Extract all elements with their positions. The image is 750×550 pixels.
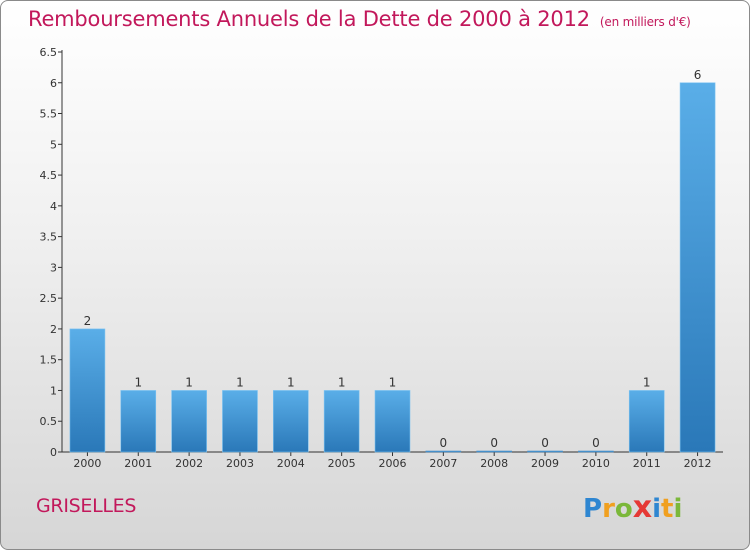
x-tick-label: 2007 bbox=[429, 457, 457, 470]
logo-letter: t bbox=[661, 494, 674, 524]
logo-letter: r bbox=[602, 494, 615, 524]
bar-value-label: 1 bbox=[643, 375, 651, 389]
x-tick-label: 2002 bbox=[175, 457, 203, 470]
chart-title: Remboursements Annuels de la Dette de 20… bbox=[28, 7, 691, 31]
bar-2006 bbox=[374, 390, 411, 453]
logo-letter: x bbox=[632, 490, 653, 525]
y-tick-label: 6.5 bbox=[40, 46, 58, 59]
proxiti-logo: Proxiti bbox=[583, 490, 682, 525]
bar-2011 bbox=[628, 390, 665, 453]
y-tick-label: 5.5 bbox=[40, 108, 58, 121]
bar-2009 bbox=[527, 450, 563, 453]
title-unit: (en milliers d'€) bbox=[599, 15, 691, 29]
x-tick-label: 2012 bbox=[684, 457, 712, 470]
y-tick-label: 5 bbox=[50, 138, 57, 151]
y-tick-label: 2.5 bbox=[40, 292, 58, 305]
bar-value-label: 1 bbox=[389, 375, 397, 389]
y-tick-label: 0.5 bbox=[40, 415, 58, 428]
logo-letter: i bbox=[652, 494, 662, 524]
title-text: Remboursements Annuels de la Dette de 20… bbox=[28, 7, 590, 31]
bar-2007 bbox=[425, 450, 462, 453]
bar-2005 bbox=[323, 390, 360, 453]
y-tick-label: 2 bbox=[50, 323, 57, 336]
town-name: GRISELLES bbox=[36, 495, 137, 517]
bar-2012 bbox=[679, 82, 716, 453]
bar-value-label: 0 bbox=[490, 436, 498, 450]
x-tick-label: 2008 bbox=[480, 457, 508, 470]
x-tick-label: 2001 bbox=[124, 457, 152, 470]
y-tick-label: 4.5 bbox=[40, 169, 58, 182]
y-tick-label: 4 bbox=[50, 200, 57, 213]
x-tick-label: 2004 bbox=[277, 457, 305, 470]
bar-value-label: 2 bbox=[84, 314, 92, 328]
logo-letter: i bbox=[673, 494, 683, 524]
bar-value-label: 1 bbox=[287, 375, 295, 389]
y-tick-label: 3.5 bbox=[40, 231, 58, 244]
y-tick-label: 0 bbox=[50, 446, 57, 459]
x-tick-label: 2000 bbox=[73, 457, 101, 470]
bar-2008 bbox=[476, 450, 512, 453]
x-tick-label: 2011 bbox=[633, 457, 661, 470]
x-tick-label: 2005 bbox=[328, 457, 356, 470]
y-tick-label: 3 bbox=[50, 261, 57, 274]
x-tick-label: 2009 bbox=[531, 457, 559, 470]
bar-2001 bbox=[120, 390, 157, 453]
y-tick-label: 1.5 bbox=[40, 354, 58, 367]
bar-value-label: 0 bbox=[440, 436, 448, 450]
bar-2004 bbox=[273, 390, 309, 453]
y-tick-label: 6 bbox=[50, 77, 57, 90]
x-tick-label: 2010 bbox=[582, 457, 610, 470]
logo-letter: o bbox=[614, 494, 633, 524]
bar-value-label: 0 bbox=[541, 436, 549, 450]
bar-2003 bbox=[222, 390, 258, 453]
y-tick-label: 1 bbox=[50, 384, 57, 397]
x-tick-label: 2006 bbox=[379, 457, 407, 470]
logo-letter: P bbox=[583, 494, 603, 524]
bar-2002 bbox=[171, 390, 207, 453]
x-tick-label: 2003 bbox=[226, 457, 254, 470]
bar-value-label: 1 bbox=[338, 375, 346, 389]
bar-2000 bbox=[69, 328, 106, 453]
bar-value-label: 1 bbox=[134, 375, 142, 389]
bar-2010 bbox=[578, 450, 614, 453]
bar-value-label: 6 bbox=[694, 68, 702, 82]
bar-value-label: 1 bbox=[185, 375, 193, 389]
bar-value-label: 0 bbox=[592, 436, 600, 450]
bar-value-label: 1 bbox=[236, 375, 244, 389]
